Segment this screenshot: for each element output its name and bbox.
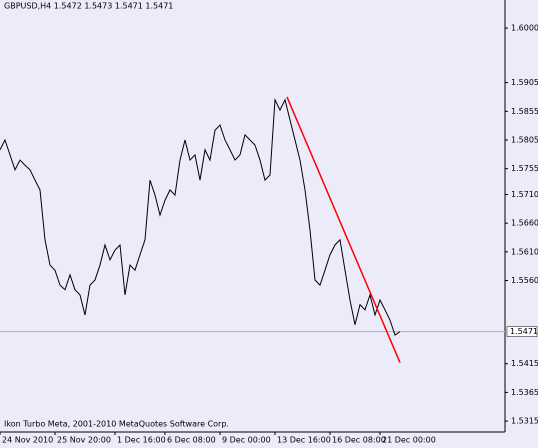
y-tick-label: 1.5710 xyxy=(511,190,538,199)
y-tick-label: 1.5855 xyxy=(511,107,538,116)
y-tick-label: 1.5365 xyxy=(511,388,538,397)
y-tick-label: 1.6000 xyxy=(511,24,538,33)
chart-title: GBPUSD,H4 1.5472 1.5473 1.5471 1.5471 xyxy=(4,2,173,11)
y-tick-label: 1.5415 xyxy=(511,359,538,368)
y-tick-label: 1.5805 xyxy=(511,135,538,144)
x-tick-label: 24 Nov 2010 xyxy=(2,436,53,445)
y-tick-label: 1.5755 xyxy=(511,164,538,173)
y-tick-label: 1.5315 xyxy=(511,417,538,426)
y-tick-label: 1.5660 xyxy=(511,219,538,228)
footer: Ikon Turbo Meta, 2001-2010 MetaQuotes So… xyxy=(4,420,229,429)
x-tick-label: 9 Dec 00:00 xyxy=(222,436,271,445)
price-line xyxy=(0,97,401,336)
y-tick-label: 1.5905 xyxy=(511,78,538,87)
trend-line xyxy=(286,96,401,363)
x-tick-label: 6 Dec 08:00 xyxy=(167,436,216,445)
y-tick-label: 1.5610 xyxy=(511,247,538,256)
plot-area xyxy=(0,0,505,432)
y-tick-label: 1.5560 xyxy=(511,276,538,285)
last-price-label: 1.5471 xyxy=(510,327,538,336)
x-tick-label: 13 Dec 16:00 xyxy=(277,436,331,445)
x-tick-label: 1 Dec 16:00 xyxy=(117,436,166,445)
x-tick-label: 16 Dec 08:00 xyxy=(332,436,386,445)
last-price-box xyxy=(506,326,538,337)
x-tick-label: 21 Dec 00:00 xyxy=(382,436,436,445)
x-tick-label: 25 Nov 20:00 xyxy=(57,436,111,445)
